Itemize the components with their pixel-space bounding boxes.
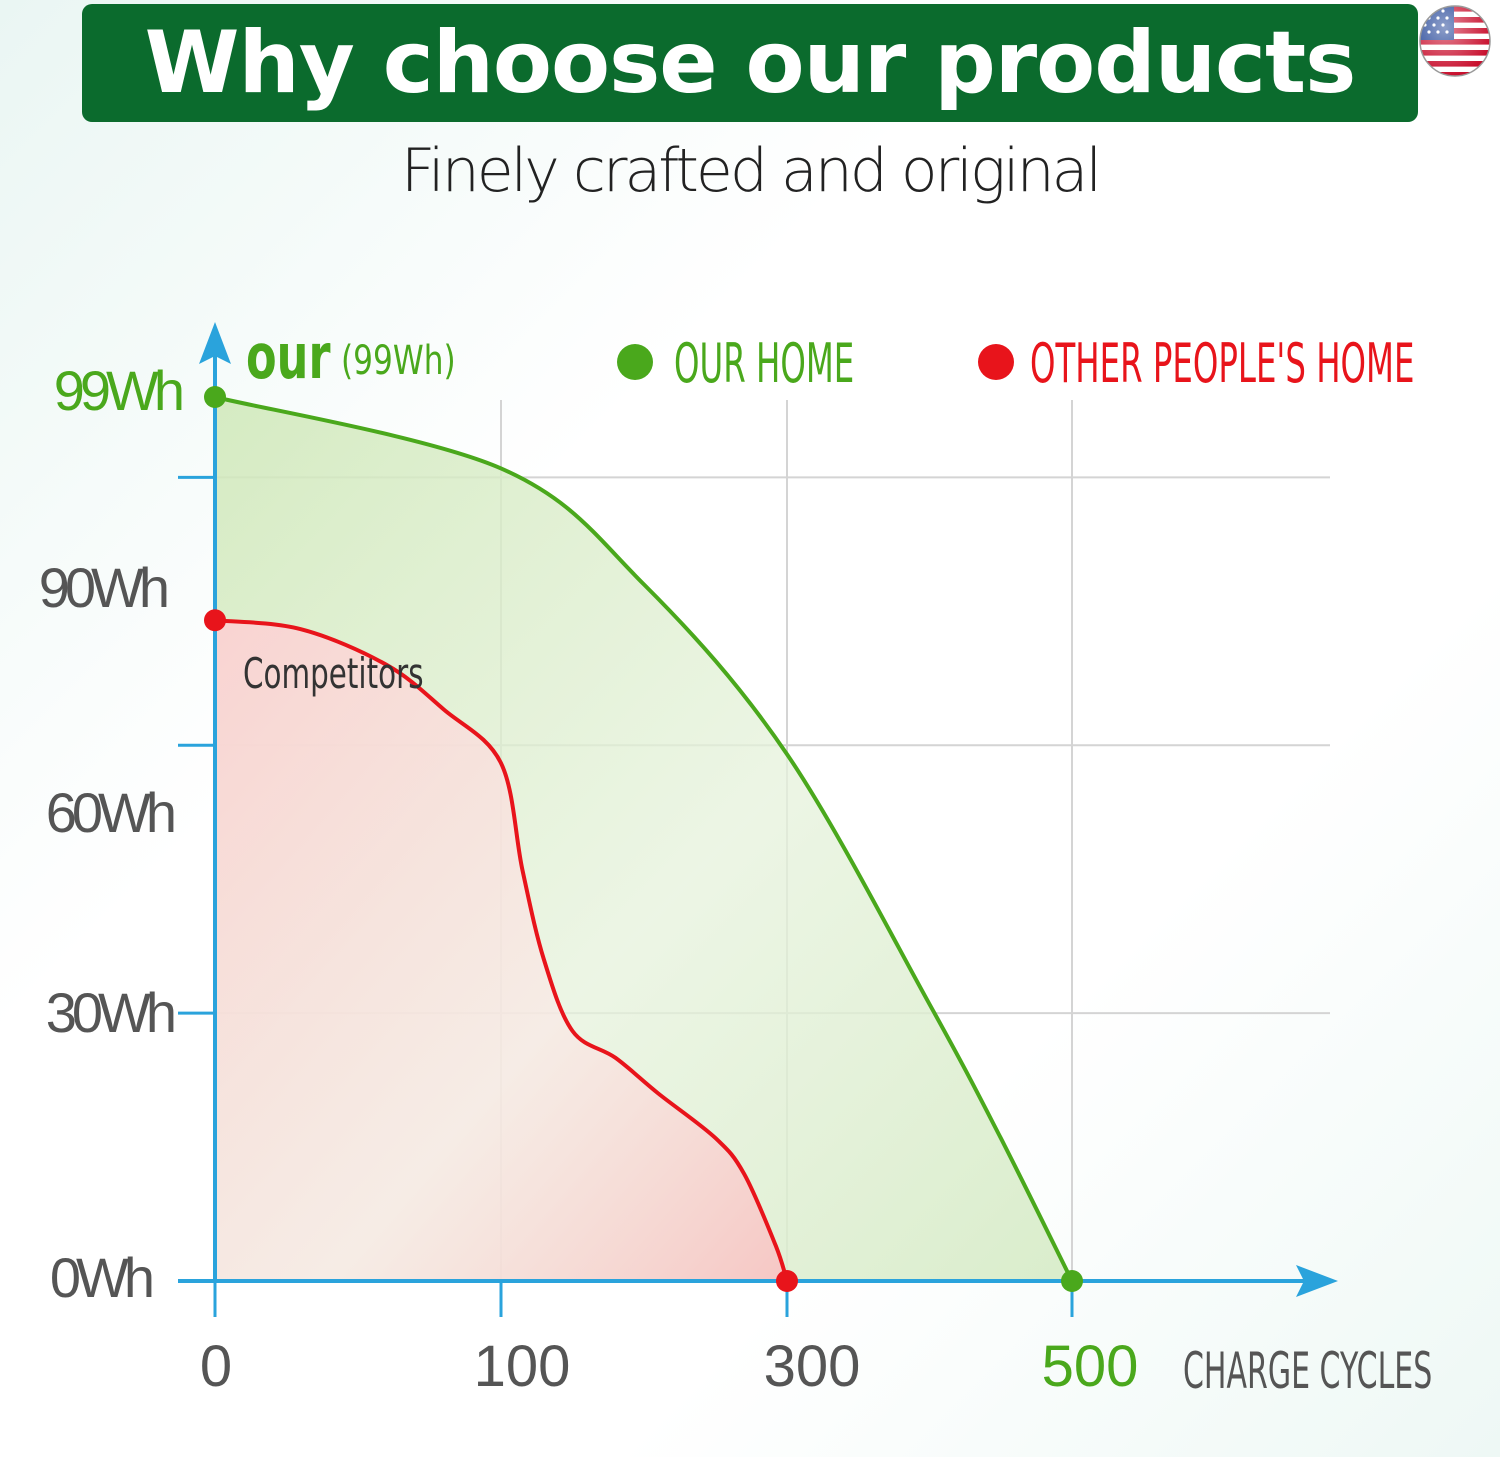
us-flag-icon	[1419, 5, 1491, 77]
x-tick-label-100: 100	[474, 1334, 571, 1399]
our-label: our	[246, 321, 331, 393]
competitors-label: Competitors	[243, 649, 424, 699]
y-tick-label-60Wh: 60Wh	[46, 781, 174, 844]
y-tick-label-90Wh: 90Wh	[39, 556, 167, 619]
y-tick-label-30Wh: 30Wh	[46, 981, 174, 1044]
our-capacity-label: (99Wh)	[341, 338, 456, 384]
end-point-other-people-s-home	[776, 1270, 798, 1292]
end-point-our-home	[1061, 1270, 1083, 1292]
start-point-other-people-s-home	[204, 609, 226, 632]
series-fills	[215, 397, 1072, 1281]
legend-our-home-label: OUR HOME	[674, 333, 854, 395]
series-line-other-people-s-home	[213, 618, 789, 1283]
x-tick-label-0: 0	[200, 1334, 232, 1399]
title-banner: Why choose our products	[82, 4, 1418, 122]
page-title: Why choose our products	[144, 13, 1357, 113]
x-tick-label-500: 500	[1042, 1334, 1139, 1399]
legend-other-home-marker	[978, 344, 1014, 380]
legend-our-home-marker	[617, 344, 653, 380]
chart-labels: 0Wh 30Wh 60Wh 90Wh 99Wh 0 100 300 500 CHARGE CYCL…	[39, 321, 1433, 1401]
subtitle: Finely crafted and original	[400, 136, 1102, 206]
legend-other-home-label: OTHER PEOPLE'S HOME	[1030, 333, 1414, 395]
x-axis-title: CHARGE CYCLES	[1183, 1342, 1432, 1400]
axes	[178, 322, 1338, 1317]
x-axis-arrow	[1296, 1265, 1338, 1297]
y-tick-label-99Wh: 99Wh	[54, 359, 182, 422]
series-lines	[204, 386, 1083, 1292]
series-area-other-people-s-home	[215, 620, 787, 1281]
y-tick-label-0Wh: 0Wh	[50, 1246, 152, 1309]
series-line-our-home	[213, 395, 1074, 1283]
x-tick-label-300: 300	[764, 1334, 861, 1399]
y-axis-arrow	[199, 322, 231, 364]
start-point-our-home	[204, 386, 226, 408]
